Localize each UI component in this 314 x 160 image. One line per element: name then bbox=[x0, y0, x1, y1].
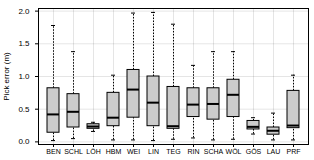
svg-text:0.0: 0.0 bbox=[18, 137, 30, 146]
svg-text:1.0: 1.0 bbox=[18, 72, 30, 81]
svg-text:PRF: PRF bbox=[287, 148, 301, 155]
svg-text:WÖL: WÖL bbox=[226, 148, 242, 155]
svg-text:SCHA: SCHA bbox=[204, 148, 224, 155]
svg-text:LIN: LIN bbox=[148, 148, 159, 155]
svg-text:LÖH: LÖH bbox=[86, 148, 100, 155]
svg-text:TEG: TEG bbox=[166, 148, 180, 155]
svg-text:2.0: 2.0 bbox=[18, 7, 30, 16]
svg-text:WEI: WEI bbox=[127, 148, 140, 155]
svg-text:Pick error (m): Pick error (m) bbox=[2, 52, 11, 101]
svg-text:1.5: 1.5 bbox=[18, 39, 30, 48]
svg-text:HBM: HBM bbox=[106, 148, 122, 155]
svg-text:BEN: BEN bbox=[46, 148, 60, 155]
svg-text:LAU: LAU bbox=[267, 148, 281, 155]
svg-text:RIN: RIN bbox=[187, 148, 199, 155]
svg-text:GÖS: GÖS bbox=[246, 148, 262, 155]
svg-text:0.5: 0.5 bbox=[18, 105, 30, 114]
svg-text:SCHL: SCHL bbox=[64, 148, 83, 155]
